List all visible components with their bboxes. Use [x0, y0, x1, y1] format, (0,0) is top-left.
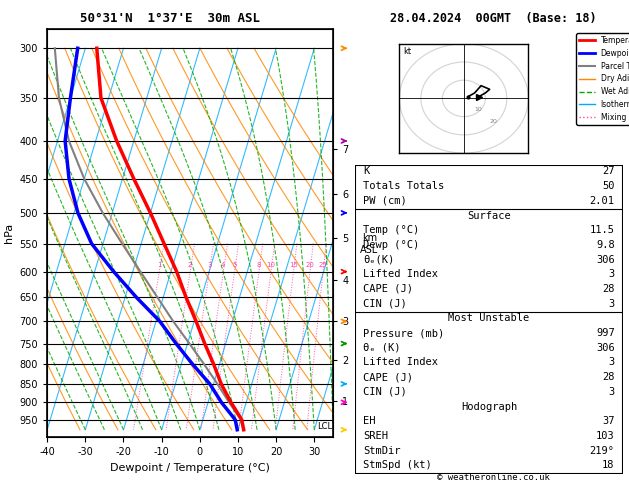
Text: CIN (J): CIN (J) [364, 387, 407, 397]
Text: StmDir: StmDir [364, 446, 401, 456]
Text: 28: 28 [602, 372, 615, 382]
Text: 5: 5 [232, 262, 237, 268]
Text: SREH: SREH [364, 431, 388, 441]
Text: 3: 3 [608, 269, 615, 279]
Text: 2: 2 [188, 262, 192, 268]
Y-axis label: km
ASL: km ASL [360, 233, 379, 255]
Text: LCL: LCL [317, 422, 332, 431]
Text: 3: 3 [207, 262, 211, 268]
Text: Surface: Surface [467, 210, 511, 221]
Text: Totals Totals: Totals Totals [364, 181, 445, 191]
Text: Hodograph: Hodograph [461, 401, 517, 412]
Text: 27: 27 [602, 166, 615, 176]
Text: 103: 103 [596, 431, 615, 441]
Text: 18: 18 [602, 460, 615, 470]
Text: PW (cm): PW (cm) [364, 196, 407, 206]
Text: 8: 8 [257, 262, 261, 268]
Text: 997: 997 [596, 328, 615, 338]
Text: 219°: 219° [590, 446, 615, 456]
Text: 10: 10 [475, 107, 482, 112]
Text: CIN (J): CIN (J) [364, 299, 407, 309]
Text: θₑ(K): θₑ(K) [364, 255, 394, 264]
Text: 20: 20 [489, 119, 497, 124]
Text: 4: 4 [221, 262, 226, 268]
Text: 3: 3 [608, 387, 615, 397]
Text: EH: EH [364, 416, 376, 426]
Text: 306: 306 [596, 343, 615, 353]
Text: θₑ (K): θₑ (K) [364, 343, 401, 353]
Text: 10: 10 [267, 262, 276, 268]
Text: Dewp (°C): Dewp (°C) [364, 240, 420, 250]
Text: Most Unstable: Most Unstable [448, 313, 530, 323]
Text: 50°31'N  1°37'E  30m ASL: 50°31'N 1°37'E 30m ASL [80, 12, 260, 25]
Text: Temp (°C): Temp (°C) [364, 225, 420, 235]
Text: 15: 15 [289, 262, 298, 268]
Y-axis label: hPa: hPa [4, 223, 14, 243]
Text: CAPE (J): CAPE (J) [364, 284, 413, 294]
Text: CAPE (J): CAPE (J) [364, 372, 413, 382]
X-axis label: Dewpoint / Temperature (°C): Dewpoint / Temperature (°C) [110, 463, 270, 473]
Text: 28.04.2024  00GMT  (Base: 18): 28.04.2024 00GMT (Base: 18) [391, 12, 597, 25]
Text: 28: 28 [602, 284, 615, 294]
Legend: Temperature, Dewpoint, Parcel Trajectory, Dry Adiabat, Wet Adiabat, Isotherm, Mi: Temperature, Dewpoint, Parcel Trajectory… [576, 33, 629, 125]
Text: kt: kt [404, 48, 412, 56]
Text: 20: 20 [306, 262, 314, 268]
Text: © weatheronline.co.uk: © weatheronline.co.uk [437, 473, 550, 482]
Text: 9.8: 9.8 [596, 240, 615, 250]
Text: 11.5: 11.5 [590, 225, 615, 235]
Text: 3: 3 [608, 358, 615, 367]
Text: 25: 25 [319, 262, 328, 268]
Text: Pressure (mb): Pressure (mb) [364, 328, 445, 338]
Text: 2.01: 2.01 [590, 196, 615, 206]
Text: 37: 37 [602, 416, 615, 426]
Text: Lifted Index: Lifted Index [364, 269, 438, 279]
Text: K: K [364, 166, 370, 176]
Text: 1: 1 [157, 262, 162, 268]
Text: 306: 306 [596, 255, 615, 264]
Text: 50: 50 [602, 181, 615, 191]
Text: 3: 3 [608, 299, 615, 309]
Text: StmSpd (kt): StmSpd (kt) [364, 460, 432, 470]
Text: Lifted Index: Lifted Index [364, 358, 438, 367]
